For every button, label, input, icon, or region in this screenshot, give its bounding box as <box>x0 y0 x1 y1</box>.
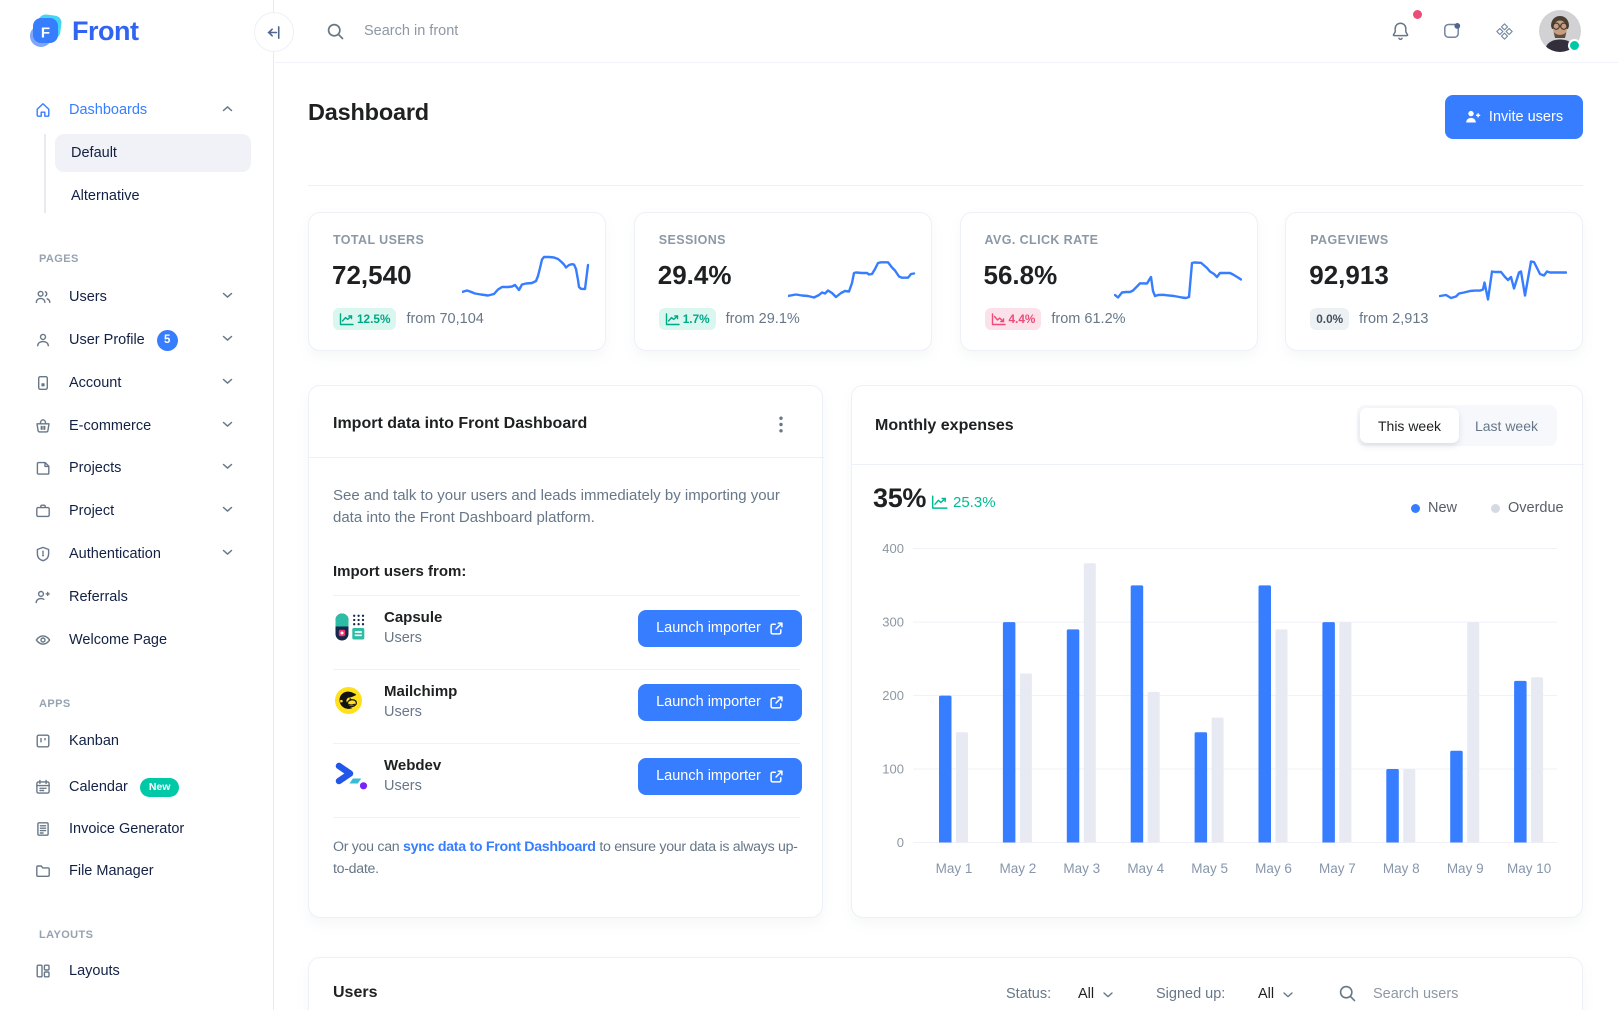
svg-text:May 9: May 9 <box>1447 861 1484 876</box>
svg-text:May 8: May 8 <box>1383 861 1420 876</box>
svg-text:May 2: May 2 <box>1000 861 1037 876</box>
svg-text:400: 400 <box>882 541 904 556</box>
svg-text:F: F <box>41 25 50 42</box>
svg-text:May 7: May 7 <box>1319 861 1356 876</box>
svg-text:May 3: May 3 <box>1063 861 1100 876</box>
svg-text:May 1: May 1 <box>936 861 973 876</box>
svg-text:May 10: May 10 <box>1507 861 1551 876</box>
svg-text:300: 300 <box>882 615 904 630</box>
svg-text:0: 0 <box>897 835 904 850</box>
svg-text:May 6: May 6 <box>1255 861 1292 876</box>
svg-text:May 5: May 5 <box>1191 861 1228 876</box>
svg-text:200: 200 <box>882 688 904 703</box>
svg-text:May 4: May 4 <box>1127 861 1164 876</box>
svg-text:100: 100 <box>882 762 904 777</box>
